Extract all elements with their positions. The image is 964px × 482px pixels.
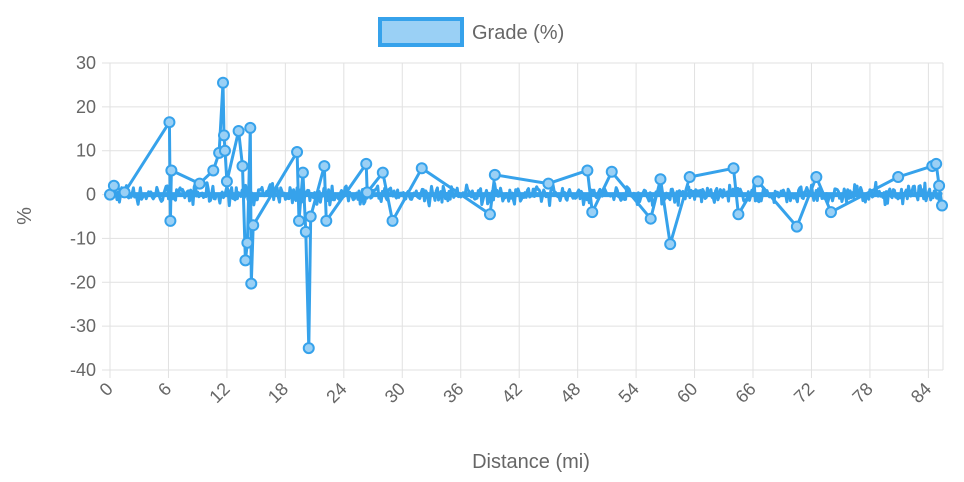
data-point[interactable]	[376, 166, 389, 179]
data-point[interactable]	[644, 212, 657, 225]
x-tick-label: 78	[848, 379, 876, 407]
data-point[interactable]	[165, 164, 178, 177]
data-point[interactable]	[586, 206, 599, 219]
data-point[interactable]	[654, 173, 667, 186]
data-point[interactable]	[542, 177, 555, 190]
series-line	[108, 81, 944, 350]
data-point[interactable]	[824, 206, 837, 219]
data-point[interactable]	[241, 236, 254, 249]
y-tick-label: 0	[86, 185, 96, 205]
series-line-path	[108, 81, 944, 350]
data-point[interactable]	[892, 171, 905, 184]
grid-lines	[102, 62, 944, 378]
data-point[interactable]	[360, 157, 373, 170]
x-tick-label: 12	[205, 379, 233, 407]
x-tick-label: 42	[498, 379, 526, 407]
y-tick-label: -20	[70, 272, 96, 292]
data-point[interactable]	[415, 162, 428, 175]
data-point[interactable]	[291, 146, 304, 159]
data-point[interactable]	[218, 144, 231, 157]
x-axis-ticks: 0 6 12 18 24 30 36 42 48 54 60 66 72 78 84	[96, 379, 936, 407]
y-tick-label: -40	[70, 360, 96, 380]
data-point[interactable]	[217, 76, 230, 89]
y-tick-label: 30	[76, 53, 96, 73]
data-point[interactable]	[163, 116, 176, 129]
data-point[interactable]	[936, 199, 949, 212]
data-point[interactable]	[293, 214, 306, 227]
data-point[interactable]	[296, 166, 309, 179]
data-point[interactable]	[245, 277, 258, 290]
data-point[interactable]	[810, 171, 823, 184]
data-point[interactable]	[933, 179, 946, 192]
x-tick-label: 36	[439, 379, 467, 407]
data-point[interactable]	[790, 220, 803, 233]
data-point[interactable]	[732, 208, 745, 221]
legend-swatch	[378, 17, 464, 47]
data-point[interactable]	[727, 162, 740, 175]
data-point[interactable]	[239, 254, 252, 267]
y-tick-label: -10	[70, 228, 96, 248]
data-point[interactable]	[664, 238, 677, 251]
x-tick-label: 0	[96, 379, 117, 400]
x-tick-label: 66	[732, 379, 760, 407]
data-point[interactable]	[217, 129, 230, 142]
data-point[interactable]	[605, 165, 618, 178]
data-point[interactable]	[247, 219, 260, 232]
legend-label: Grade (%)	[472, 22, 564, 44]
data-point[interactable]	[930, 157, 943, 170]
series-points	[104, 76, 949, 355]
data-point[interactable]	[361, 186, 374, 199]
x-tick-label: 48	[556, 379, 584, 407]
data-point[interactable]	[220, 175, 233, 188]
x-tick-label: 6	[154, 379, 175, 400]
data-point[interactable]	[751, 175, 764, 188]
x-tick-label: 84	[907, 379, 935, 407]
data-point[interactable]	[236, 160, 249, 173]
x-tick-label: 18	[264, 379, 292, 407]
data-point[interactable]	[320, 214, 333, 227]
x-axis-title: Distance (mi)	[472, 451, 590, 473]
data-point[interactable]	[386, 214, 399, 227]
y-tick-label: 10	[76, 141, 96, 161]
data-point[interactable]	[207, 164, 220, 177]
data-point[interactable]	[318, 160, 331, 173]
data-point[interactable]	[193, 177, 206, 190]
data-point[interactable]	[244, 121, 257, 134]
y-tick-label: -30	[70, 316, 96, 336]
data-point[interactable]	[483, 208, 496, 221]
x-tick-label: 54	[615, 379, 643, 407]
data-point[interactable]	[683, 171, 696, 184]
x-tick-label: 30	[381, 379, 409, 407]
x-tick-label: 72	[790, 379, 818, 407]
x-tick-label: 60	[673, 379, 701, 407]
x-tick-label: 24	[322, 379, 350, 407]
y-tick-label: 20	[76, 97, 96, 117]
data-point[interactable]	[232, 124, 245, 137]
data-point[interactable]	[164, 214, 177, 227]
data-point[interactable]	[304, 210, 317, 223]
legend[interactable]: Grade (%)	[378, 17, 564, 47]
data-point[interactable]	[488, 168, 501, 181]
data-point[interactable]	[581, 164, 594, 177]
y-axis-ticks: 30 20 10 0 -10 -20 -30 -40	[70, 53, 96, 380]
data-point[interactable]	[107, 179, 120, 192]
data-point[interactable]	[302, 342, 315, 355]
data-point[interactable]	[299, 225, 312, 238]
data-point[interactable]	[118, 186, 131, 199]
y-axis-title: %	[14, 207, 36, 225]
